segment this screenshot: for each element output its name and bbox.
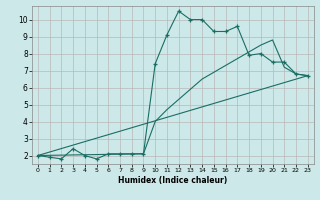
X-axis label: Humidex (Indice chaleur): Humidex (Indice chaleur)	[118, 176, 228, 185]
